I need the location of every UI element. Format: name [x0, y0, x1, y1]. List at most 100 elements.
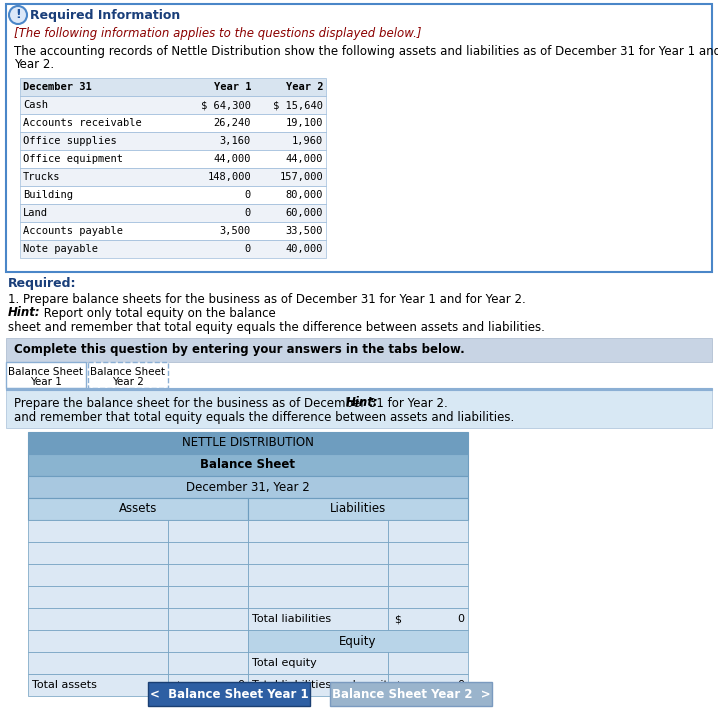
Text: 1. Prepare balance sheets for the business as of December 31 for Year 1 and for : 1. Prepare balance sheets for the busine…: [8, 292, 529, 305]
Text: Office supplies: Office supplies: [23, 136, 117, 146]
Bar: [28, 630, 168, 652]
Bar: [248, 674, 388, 696]
Bar: [168, 520, 248, 542]
Bar: [388, 586, 468, 608]
Bar: [168, 652, 248, 674]
Text: Total liabilities: Total liabilities: [252, 614, 331, 624]
Text: !: !: [15, 8, 21, 21]
Text: Complete this question by entering your answers in the tabs below.: Complete this question by entering your …: [14, 343, 465, 357]
Bar: [248, 520, 388, 542]
Bar: [6, 338, 712, 362]
Text: 40,000: 40,000: [286, 244, 323, 254]
Text: Balance Sheet: Balance Sheet: [200, 459, 296, 472]
Text: 19,100: 19,100: [286, 118, 323, 128]
Text: December 31: December 31: [23, 82, 92, 92]
Text: 0: 0: [245, 190, 251, 200]
Text: $ 64,300: $ 64,300: [201, 100, 251, 110]
Text: Balance Sheet: Balance Sheet: [9, 367, 83, 377]
Text: Liabilities: Liabilities: [330, 503, 386, 515]
Text: and remember that total equity equals the difference between assets and liabilit: and remember that total equity equals th…: [14, 411, 514, 425]
Text: 3,160: 3,160: [220, 136, 251, 146]
Bar: [28, 520, 168, 542]
Text: $: $: [394, 680, 401, 690]
Text: 80,000: 80,000: [286, 190, 323, 200]
Text: Accounts payable: Accounts payable: [23, 226, 123, 236]
Text: Year 2: Year 2: [286, 82, 323, 92]
Text: 0: 0: [457, 614, 464, 624]
Bar: [20, 204, 326, 222]
Bar: [248, 652, 388, 674]
Text: Required:: Required:: [8, 278, 77, 290]
Bar: [6, 390, 712, 428]
Text: Note payable: Note payable: [23, 244, 98, 254]
Bar: [88, 362, 168, 388]
Bar: [20, 96, 326, 114]
Bar: [248, 498, 468, 520]
Bar: [248, 630, 468, 652]
Bar: [20, 222, 326, 240]
Text: Total assets: Total assets: [32, 680, 97, 690]
Text: Prepare the balance sheet for the business as of December 31 for Year 2.: Prepare the balance sheet for the busine…: [14, 396, 452, 409]
Bar: [148, 682, 310, 706]
Text: Assets: Assets: [118, 503, 157, 515]
Bar: [168, 608, 248, 630]
Bar: [248, 564, 388, 586]
Text: Required Information: Required Information: [30, 9, 180, 23]
Bar: [20, 168, 326, 186]
Text: The accounting records of Nettle Distribution show the following assets and liab: The accounting records of Nettle Distrib…: [14, 45, 718, 59]
Text: 0: 0: [245, 244, 251, 254]
Bar: [388, 608, 468, 630]
Bar: [248, 586, 388, 608]
Text: $: $: [394, 614, 401, 624]
Bar: [168, 542, 248, 564]
Bar: [248, 542, 388, 564]
Text: Report only total equity on the balance: Report only total equity on the balance: [40, 307, 276, 319]
Text: Year 2: Year 2: [112, 377, 144, 387]
Bar: [28, 476, 468, 498]
Bar: [20, 114, 326, 132]
Text: 0: 0: [457, 680, 464, 690]
Text: 157,000: 157,000: [279, 172, 323, 182]
Text: Year 1: Year 1: [30, 377, 62, 387]
Text: 0: 0: [245, 208, 251, 218]
Bar: [20, 240, 326, 258]
Text: Trucks: Trucks: [23, 172, 60, 182]
Bar: [28, 542, 168, 564]
Text: Land: Land: [23, 208, 48, 218]
Bar: [28, 498, 248, 520]
Bar: [388, 674, 468, 696]
Text: <  Balance Sheet Year 1: < Balance Sheet Year 1: [149, 687, 308, 700]
Bar: [28, 674, 168, 696]
Text: 1,960: 1,960: [292, 136, 323, 146]
Bar: [388, 652, 468, 674]
Bar: [330, 682, 492, 706]
Text: Cash: Cash: [23, 100, 48, 110]
Bar: [388, 542, 468, 564]
Text: Year 1: Year 1: [213, 82, 251, 92]
Bar: [28, 586, 168, 608]
Text: Hint:: Hint:: [8, 307, 41, 319]
Text: $ 15,640: $ 15,640: [273, 100, 323, 110]
Text: December 31, Year 2: December 31, Year 2: [186, 481, 310, 493]
Text: Hint:: Hint:: [346, 396, 379, 409]
Bar: [6, 4, 712, 272]
Text: NETTLE DISTRIBUTION: NETTLE DISTRIBUTION: [182, 437, 314, 450]
Text: Total equity: Total equity: [252, 658, 317, 668]
Text: Year 2.: Year 2.: [14, 59, 54, 72]
Bar: [20, 150, 326, 168]
Text: $: $: [174, 680, 181, 690]
Bar: [28, 564, 168, 586]
Bar: [388, 564, 468, 586]
Text: 33,500: 33,500: [286, 226, 323, 236]
Text: Accounts receivable: Accounts receivable: [23, 118, 141, 128]
Text: 60,000: 60,000: [286, 208, 323, 218]
Text: Balance Sheet Year 2  >: Balance Sheet Year 2 >: [332, 687, 490, 700]
Bar: [28, 454, 468, 476]
Circle shape: [9, 6, 27, 24]
Text: 148,000: 148,000: [208, 172, 251, 182]
Bar: [6, 362, 86, 388]
Text: 44,000: 44,000: [286, 154, 323, 164]
Bar: [168, 674, 248, 696]
Text: Balance Sheet: Balance Sheet: [90, 367, 166, 377]
Bar: [28, 432, 468, 454]
